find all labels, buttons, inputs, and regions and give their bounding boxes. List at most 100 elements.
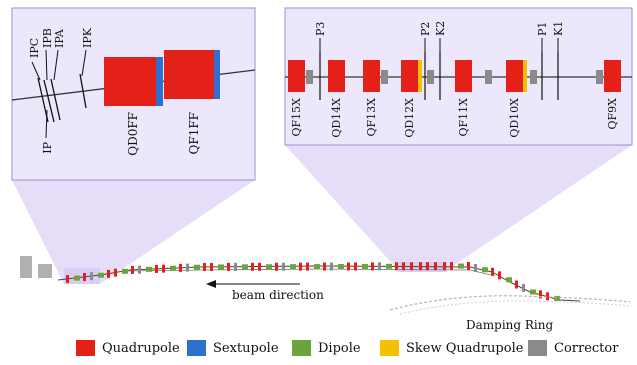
- sextupole-QF1FF: [214, 50, 220, 99]
- overview-dipole-mark: [170, 265, 176, 271]
- legend-label: Corrector: [554, 340, 619, 356]
- right-zoom-projection: [285, 145, 632, 270]
- overview-quadrupole-mark: [107, 269, 110, 278]
- overview-corrector-mark: [234, 262, 237, 271]
- arrow-IPC: [31, 61, 41, 81]
- overview-quadrupole-mark: [155, 264, 158, 273]
- legend-item-corrector: Corrector: [528, 337, 618, 359]
- overview-quadrupole-mark: [258, 262, 261, 271]
- overview-dipole-mark: [338, 263, 344, 269]
- overview-quadrupole-mark: [275, 262, 278, 271]
- overview-dipole-mark: [146, 266, 152, 272]
- label-QD14X: QD14X: [330, 98, 343, 138]
- label-QF11X: QF11X: [457, 98, 470, 137]
- legend-swatch-quadrupole: [76, 340, 95, 356]
- overview-dipole-mark: [266, 264, 272, 270]
- marker-IPA-cross: [50, 78, 61, 121]
- label-QF13X: QF13X: [365, 98, 378, 137]
- legend-item-dipole: Dipole: [292, 337, 361, 359]
- source-block-1: [20, 256, 32, 278]
- corrector-4: [485, 70, 492, 84]
- overview-dipole-mark: [386, 263, 392, 269]
- overview-quadrupole-mark: [515, 280, 518, 289]
- overview-dipole-mark: [482, 267, 488, 273]
- label-IPK: IPK: [81, 27, 94, 48]
- label-IPB: IPB: [41, 28, 54, 48]
- overview-corrector-mark: [474, 263, 477, 272]
- overview-dipole-mark: [194, 264, 200, 270]
- overview-quadrupole-mark: [410, 262, 413, 271]
- label-QD10X: QD10X: [508, 98, 521, 138]
- label-IP: IP: [41, 141, 54, 153]
- overview-dipole-mark: [314, 264, 320, 270]
- overview-quadrupole-mark: [227, 262, 230, 271]
- overview-dipole-mark: [506, 277, 512, 283]
- overview-quadrupole-mark: [203, 262, 206, 271]
- magnet-QF11X: [455, 60, 472, 92]
- overview-magnets: [66, 262, 560, 301]
- magnet-QD14X: [328, 60, 345, 92]
- skew-quad-QD10X: [523, 60, 527, 92]
- corrector-5: [530, 70, 537, 84]
- corrector-3: [427, 70, 434, 84]
- overview-quadrupole-mark: [419, 262, 422, 271]
- overview-quadrupole-mark: [491, 267, 494, 276]
- arrow-IPK: [81, 49, 87, 77]
- legend-swatch-dipole: [292, 340, 311, 356]
- overview-dipole-mark: [242, 264, 248, 270]
- overview-quadrupole-mark: [402, 262, 405, 271]
- left-zoom-projection: [12, 180, 255, 284]
- label-QD0FF: QD0FF: [126, 112, 140, 156]
- label-QD12X: QD12X: [403, 98, 416, 138]
- overview-quadrupole-mark: [306, 262, 309, 271]
- legend-item-skew-quadrupole: Skew Quadrupole: [380, 337, 523, 359]
- overview-dipole-mark: [458, 263, 464, 269]
- legend-label: Dipole: [318, 340, 361, 356]
- overview-quadrupole-mark: [371, 262, 374, 271]
- overview-dipole-mark: [362, 263, 368, 269]
- legend-swatch-corrector: [528, 340, 547, 356]
- overview-quadrupole-mark: [539, 290, 542, 299]
- corrector-6: [596, 70, 603, 84]
- corrector-1: [306, 70, 313, 84]
- overview-corrector-mark: [138, 265, 141, 274]
- overview-dipole-mark: [290, 264, 296, 270]
- overview-quadrupole-mark: [83, 273, 86, 282]
- skew-quad-QD12X: [418, 60, 422, 92]
- legend-item-sextupole: Sextupole: [187, 337, 279, 359]
- label-QF1FF: QF1FF: [187, 112, 201, 154]
- label-QF9X: QF9X: [606, 98, 619, 130]
- overview-dipole-mark: [122, 268, 128, 274]
- damping-ring: [389, 295, 631, 311]
- overview-quadrupole-mark: [498, 271, 501, 280]
- legend-swatch-skew-quadrupole: [380, 340, 399, 356]
- magnet-QF9X: [604, 60, 621, 92]
- damping-ring-label: Damping Ring: [466, 318, 554, 332]
- overview-quadrupole-mark: [426, 262, 429, 271]
- overview-quadrupole-mark: [443, 262, 446, 271]
- label-K1: K1: [552, 21, 565, 36]
- overview-quadrupole-mark: [434, 262, 437, 271]
- source-block-2: [38, 264, 52, 278]
- corrector-2: [381, 70, 388, 84]
- label-K2: K2: [434, 21, 447, 36]
- legend-item-quadrupole: Quadrupole: [76, 337, 180, 359]
- overview-quadrupole-mark: [114, 268, 117, 277]
- arrow-IPB: [45, 49, 48, 81]
- label-IPC: IPC: [28, 38, 41, 58]
- overview-quadrupole-mark: [66, 275, 69, 284]
- magnet-QD12X: [401, 60, 418, 92]
- sextupole-QD0FF: [156, 57, 163, 106]
- legend-label: Sextupole: [213, 340, 279, 356]
- overview-quadrupole-mark: [546, 292, 549, 301]
- marker-IPB-cross: [43, 79, 55, 123]
- overview-corrector-mark: [186, 263, 189, 272]
- overview-quadrupole-mark: [299, 262, 302, 271]
- label-IPA: IPA: [53, 28, 66, 48]
- beam-direction-label: beam direction: [232, 288, 324, 302]
- damping-ring-inner: [399, 300, 631, 315]
- overview-quadrupole-mark: [354, 262, 357, 271]
- overview-corrector-mark: [90, 272, 93, 281]
- legend: Quadrupole Sextupole Dipole Skew Quadrup…: [0, 337, 637, 359]
